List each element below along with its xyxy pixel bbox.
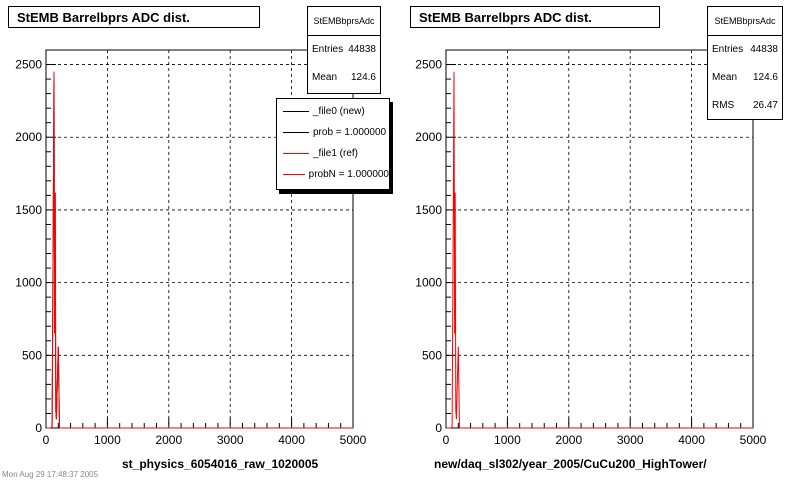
right-series-0-line bbox=[446, 71, 753, 429]
legend-label-probn: probN = 1.000000 bbox=[308, 169, 389, 180]
right-stats-box: StEMBbprsAdc Entries 44838 Mean 124.6 RM… bbox=[707, 6, 783, 120]
right-y-tick-label: 1500 bbox=[415, 203, 442, 217]
right-plot-frame bbox=[445, 49, 754, 429]
left-stats-entries-label: Entries bbox=[312, 44, 344, 55]
right-stats-rms-label: RMS bbox=[712, 100, 735, 111]
left-series-1-line bbox=[46, 71, 353, 429]
right-x-tick-label: 0 bbox=[443, 433, 450, 447]
legend-swatch-prob bbox=[283, 132, 309, 133]
right-stats-entries-row: Entries 44838 bbox=[708, 36, 782, 64]
footer-timestamp: Mon Aug 29 17:48:37 2005 bbox=[2, 470, 99, 479]
right-y-tick-label: 2500 bbox=[415, 58, 442, 72]
right-y-tick-label: 500 bbox=[422, 348, 442, 362]
left-stats-name: StEMBbprsAdc bbox=[308, 7, 380, 36]
left-x-tick-label: 0 bbox=[43, 433, 50, 447]
right-chart-title: StEMB Barrelbprs ADC dist. bbox=[410, 6, 660, 28]
legend-entry-file1: _file1 (ref) bbox=[277, 143, 389, 164]
right-x-tick-label: 2000 bbox=[555, 433, 582, 447]
legend-label-file0: _file0 (new) bbox=[313, 106, 365, 117]
right-y-tick-label: 2000 bbox=[415, 130, 442, 144]
left-stats-entries-row: Entries 44838 bbox=[308, 36, 380, 64]
right-stats-entries-label: Entries bbox=[712, 44, 744, 55]
right-x-tick-label: 4000 bbox=[678, 433, 705, 447]
left-y-tick-label: 1500 bbox=[15, 203, 42, 217]
left-stats-mean-label: Mean bbox=[312, 72, 338, 83]
left-legend: _file0 (new) prob = 1.000000 _file1 (ref… bbox=[276, 98, 390, 190]
left-x-tick-label: 2000 bbox=[155, 433, 182, 447]
right-y-tick-label: 1000 bbox=[415, 276, 442, 290]
left-x-tick-label: 4000 bbox=[278, 433, 305, 447]
legend-swatch-file1 bbox=[283, 153, 309, 154]
legend-swatch-probn bbox=[283, 174, 305, 175]
legend-label-file1: _file1 (ref) bbox=[313, 148, 359, 159]
left-x-tick-label: 1000 bbox=[94, 433, 121, 447]
right-stats-mean-label: Mean bbox=[712, 72, 738, 83]
right-stats-mean-row: Mean 124.6 bbox=[708, 64, 782, 92]
left-x-tick-label: 5000 bbox=[340, 433, 367, 447]
legend-entry-prob: prob = 1.000000 bbox=[277, 122, 389, 143]
left-y-tick-label: 500 bbox=[22, 348, 42, 362]
right-stats-name: StEMBbprsAdc bbox=[708, 7, 782, 36]
legend-entry-file0: _file0 (new) bbox=[277, 101, 389, 122]
left-y-tick-label: 0 bbox=[35, 421, 42, 435]
right-stats-rms-row: RMS 26.47 bbox=[708, 92, 782, 120]
left-y-tick-label: 1000 bbox=[15, 276, 42, 290]
right-stats-mean-value: 124.6 bbox=[752, 72, 778, 83]
left-x-tick-label: 3000 bbox=[217, 433, 244, 447]
left-y-tick-label: 2000 bbox=[15, 130, 42, 144]
left-x-axis-label: st_physics_6054016_raw_1020005 bbox=[122, 457, 319, 471]
right-y-tick-label: 0 bbox=[435, 421, 442, 435]
left-stats-entries-value: 44838 bbox=[348, 44, 376, 55]
right-x-tick-label: 1000 bbox=[494, 433, 521, 447]
left-stats-box: StEMBbprsAdc Entries 44838 Mean 124.6 bbox=[307, 6, 381, 94]
left-y-tick-label: 2500 bbox=[15, 58, 42, 72]
right-stats-entries-value: 44838 bbox=[750, 44, 778, 55]
legend-label-prob: prob = 1.000000 bbox=[313, 127, 387, 138]
right-x-axis-label: new/daq_sl302/year_2005/CuCu200_HighTowe… bbox=[434, 457, 707, 471]
legend-swatch-file0 bbox=[283, 111, 309, 112]
legend-entry-probn: probN = 1.000000 bbox=[277, 164, 389, 185]
right-x-tick-label: 5000 bbox=[740, 433, 767, 447]
left-chart-title: StEMB Barrelbprs ADC dist. bbox=[8, 6, 260, 28]
left-stats-mean-value: 124.6 bbox=[350, 72, 376, 83]
right-x-tick-label: 3000 bbox=[617, 433, 644, 447]
right-stats-rms-value: 26.47 bbox=[752, 100, 778, 111]
left-stats-mean-row: Mean 124.6 bbox=[308, 64, 380, 92]
